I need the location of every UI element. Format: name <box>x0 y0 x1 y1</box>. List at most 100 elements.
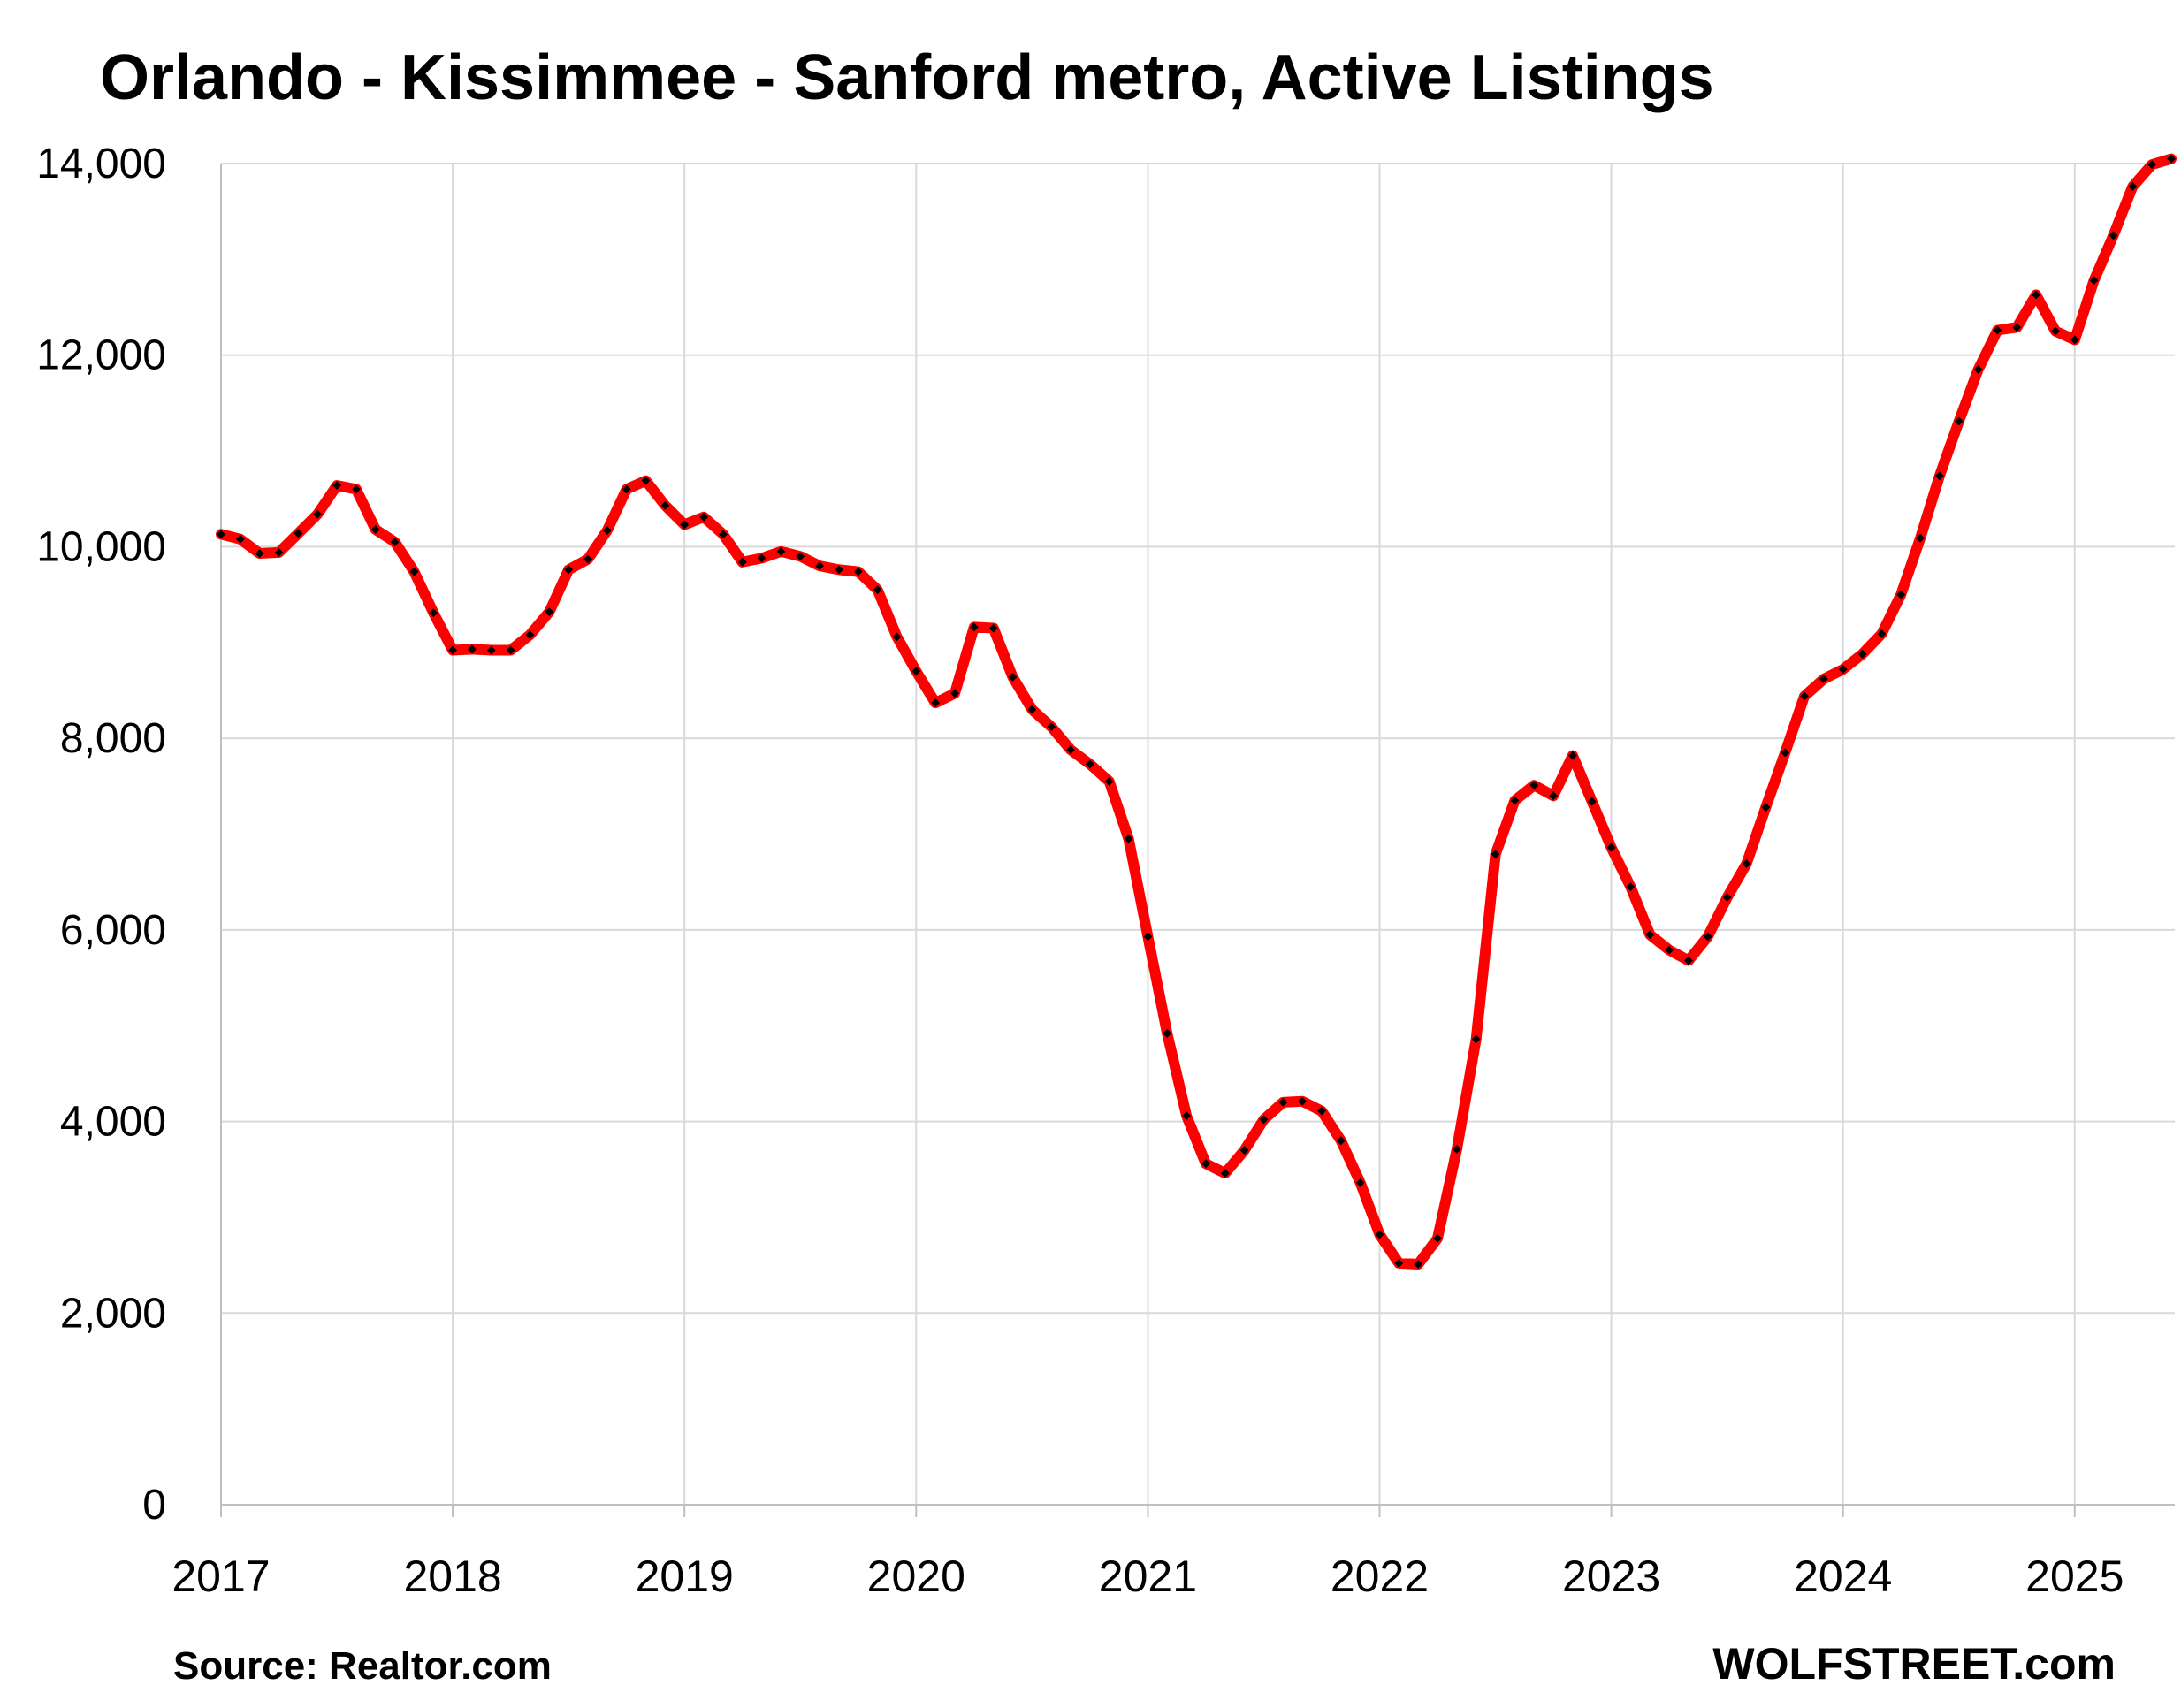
data-point <box>486 645 496 655</box>
data-point <box>1781 748 1790 758</box>
data-point <box>217 530 225 539</box>
gridlines <box>221 163 2175 1505</box>
series-markers <box>217 154 2176 1269</box>
data-point <box>622 484 631 494</box>
y-tick-label: 2,000 <box>60 1290 166 1337</box>
x-tick-label: 2025 <box>2025 1552 2124 1601</box>
data-point <box>1819 675 1828 683</box>
data-point <box>931 698 941 708</box>
data-point <box>699 512 708 522</box>
data-point <box>969 622 979 632</box>
data-point <box>235 534 245 544</box>
data-point <box>2051 326 2060 336</box>
data-point <box>583 554 592 564</box>
data-point <box>1433 1233 1442 1243</box>
x-tick-label: 2021 <box>1099 1552 1197 1601</box>
data-point <box>737 557 747 567</box>
data-point <box>2167 154 2176 164</box>
x-tick-label: 2020 <box>867 1552 965 1601</box>
data-point <box>602 526 612 535</box>
data-point <box>1452 1145 1461 1154</box>
data-point <box>1916 533 1926 543</box>
data-point <box>1317 1106 1326 1116</box>
data-point <box>1742 859 1751 869</box>
data-point <box>853 567 863 576</box>
data-point <box>2147 160 2157 170</box>
y-tick-label: 12,000 <box>36 332 166 379</box>
data-point <box>1896 590 1906 599</box>
data-point <box>1549 791 1559 801</box>
chart-title: Orlando - Kissimmee - Sanford metro, Act… <box>100 42 1714 113</box>
data-point <box>1722 893 1732 902</box>
y-tick-label: 14,000 <box>36 141 166 187</box>
data-point <box>892 632 902 642</box>
source-label: Source: Realtor.com <box>173 1644 552 1688</box>
x-axis: 2017 2018 2019 2020 2021 2022 2023 2024 2025 <box>172 164 2175 1601</box>
data-point <box>1934 471 1944 481</box>
data-point <box>1567 751 1577 760</box>
y-tick-label: 8,000 <box>60 715 166 762</box>
data-point <box>1877 629 1887 638</box>
data-point <box>467 644 477 654</box>
x-tick-label: 2022 <box>1331 1552 1429 1601</box>
data-point <box>1047 722 1056 732</box>
data-point <box>757 553 766 563</box>
y-tick-label: 10,000 <box>36 523 166 570</box>
data-point <box>1606 843 1616 852</box>
y-tick-label: 6,000 <box>60 907 166 954</box>
data-point <box>255 549 264 558</box>
brand-label: WOLFSTREET.com <box>1712 1639 2116 1689</box>
data-point <box>988 623 998 633</box>
data-point <box>1085 759 1094 769</box>
data-point <box>1761 803 1771 812</box>
y-tick-label: 0 <box>142 1482 166 1529</box>
data-point <box>1587 797 1597 806</box>
data-point <box>274 547 284 557</box>
x-tick-label: 2017 <box>172 1552 270 1601</box>
data-point <box>2032 290 2041 300</box>
data-point <box>2128 182 2138 191</box>
data-point <box>332 481 341 491</box>
data-point <box>1471 1034 1481 1044</box>
data-point <box>1027 705 1037 714</box>
data-point <box>1993 325 2002 335</box>
data-point <box>776 546 786 556</box>
data-point <box>1298 1096 1308 1106</box>
data-point <box>1838 665 1848 675</box>
data-point <box>294 529 303 538</box>
y-tick-label: 4,000 <box>60 1099 166 1146</box>
data-point <box>1954 416 1964 426</box>
data-point <box>1800 691 1809 701</box>
data-point <box>1529 781 1539 790</box>
data-point <box>313 509 323 519</box>
data-point <box>1201 1159 1210 1169</box>
data-point <box>2109 231 2118 240</box>
data-point <box>1220 1169 1230 1178</box>
data-point <box>873 585 882 595</box>
data-point <box>1665 945 1674 955</box>
x-tick-label: 2019 <box>636 1552 734 1601</box>
data-point <box>351 484 361 494</box>
data-point <box>834 565 843 575</box>
data-point <box>815 561 825 571</box>
data-point <box>1645 930 1655 940</box>
data-point <box>1684 956 1693 965</box>
data-point <box>525 630 535 640</box>
data-point <box>390 538 400 546</box>
data-point <box>660 500 670 510</box>
data-point <box>1163 1028 1172 1038</box>
data-point <box>1355 1178 1365 1187</box>
data-point <box>641 476 651 485</box>
data-point <box>718 530 728 539</box>
y-axis: 0 2,000 4,000 6,000 8,000 10,000 12,000 14,000 <box>36 141 166 1529</box>
data-point <box>545 607 554 617</box>
data-point <box>1510 796 1520 805</box>
data-point <box>1857 649 1867 659</box>
data-point <box>409 567 419 576</box>
data-point <box>2089 276 2099 286</box>
data-point <box>1414 1260 1423 1269</box>
data-point <box>1375 1230 1384 1239</box>
x-tick-label: 2023 <box>1562 1552 1660 1601</box>
data-point <box>1394 1258 1404 1268</box>
